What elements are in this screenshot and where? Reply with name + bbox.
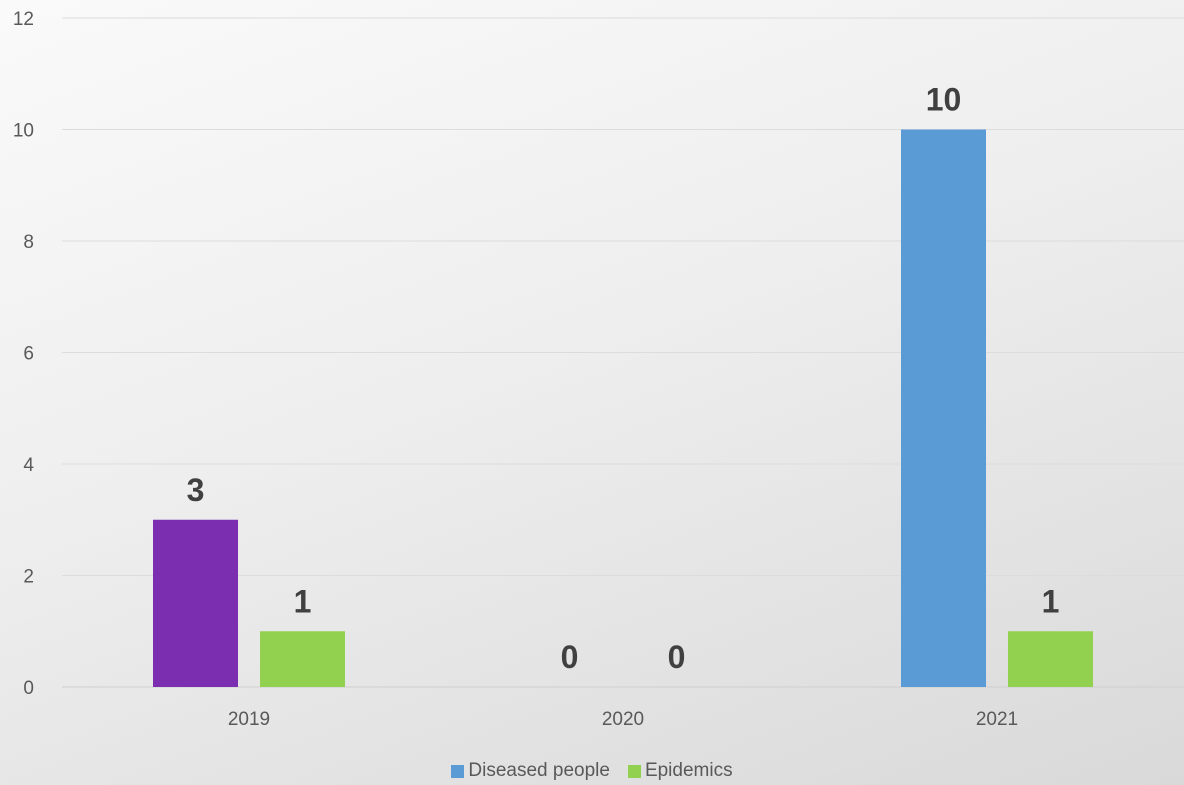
legend-item: Diseased people — [451, 760, 610, 782]
data-label: 10 — [926, 82, 962, 118]
y-tick-label: 2 — [23, 567, 34, 588]
legend: Diseased people Epidemics — [0, 760, 1184, 782]
data-label: 0 — [561, 639, 579, 675]
legend-label: Diseased people — [468, 760, 610, 781]
x-tick-label: 2020 — [602, 709, 644, 730]
y-tick-label: 12 — [13, 9, 34, 30]
bar — [260, 631, 345, 687]
bar — [901, 129, 986, 687]
data-label: 1 — [294, 583, 312, 619]
legend-swatch — [451, 764, 465, 778]
data-label: 3 — [187, 472, 205, 508]
y-tick-label: 10 — [13, 121, 34, 142]
bar — [153, 519, 238, 687]
data-label: 1 — [1042, 583, 1060, 619]
x-tick-label: 2019 — [228, 709, 270, 730]
data-label: 0 — [668, 639, 686, 675]
legend-item: Epidemics — [627, 760, 733, 782]
y-tick-label: 0 — [23, 678, 34, 699]
y-tick-label: 6 — [23, 344, 34, 365]
bar — [1008, 631, 1093, 687]
x-tick-label: 2021 — [976, 709, 1018, 730]
legend-swatch — [627, 764, 641, 778]
y-tick-label: 4 — [23, 455, 34, 476]
y-tick-label: 8 — [23, 232, 34, 253]
legend-label: Epidemics — [644, 760, 733, 781]
